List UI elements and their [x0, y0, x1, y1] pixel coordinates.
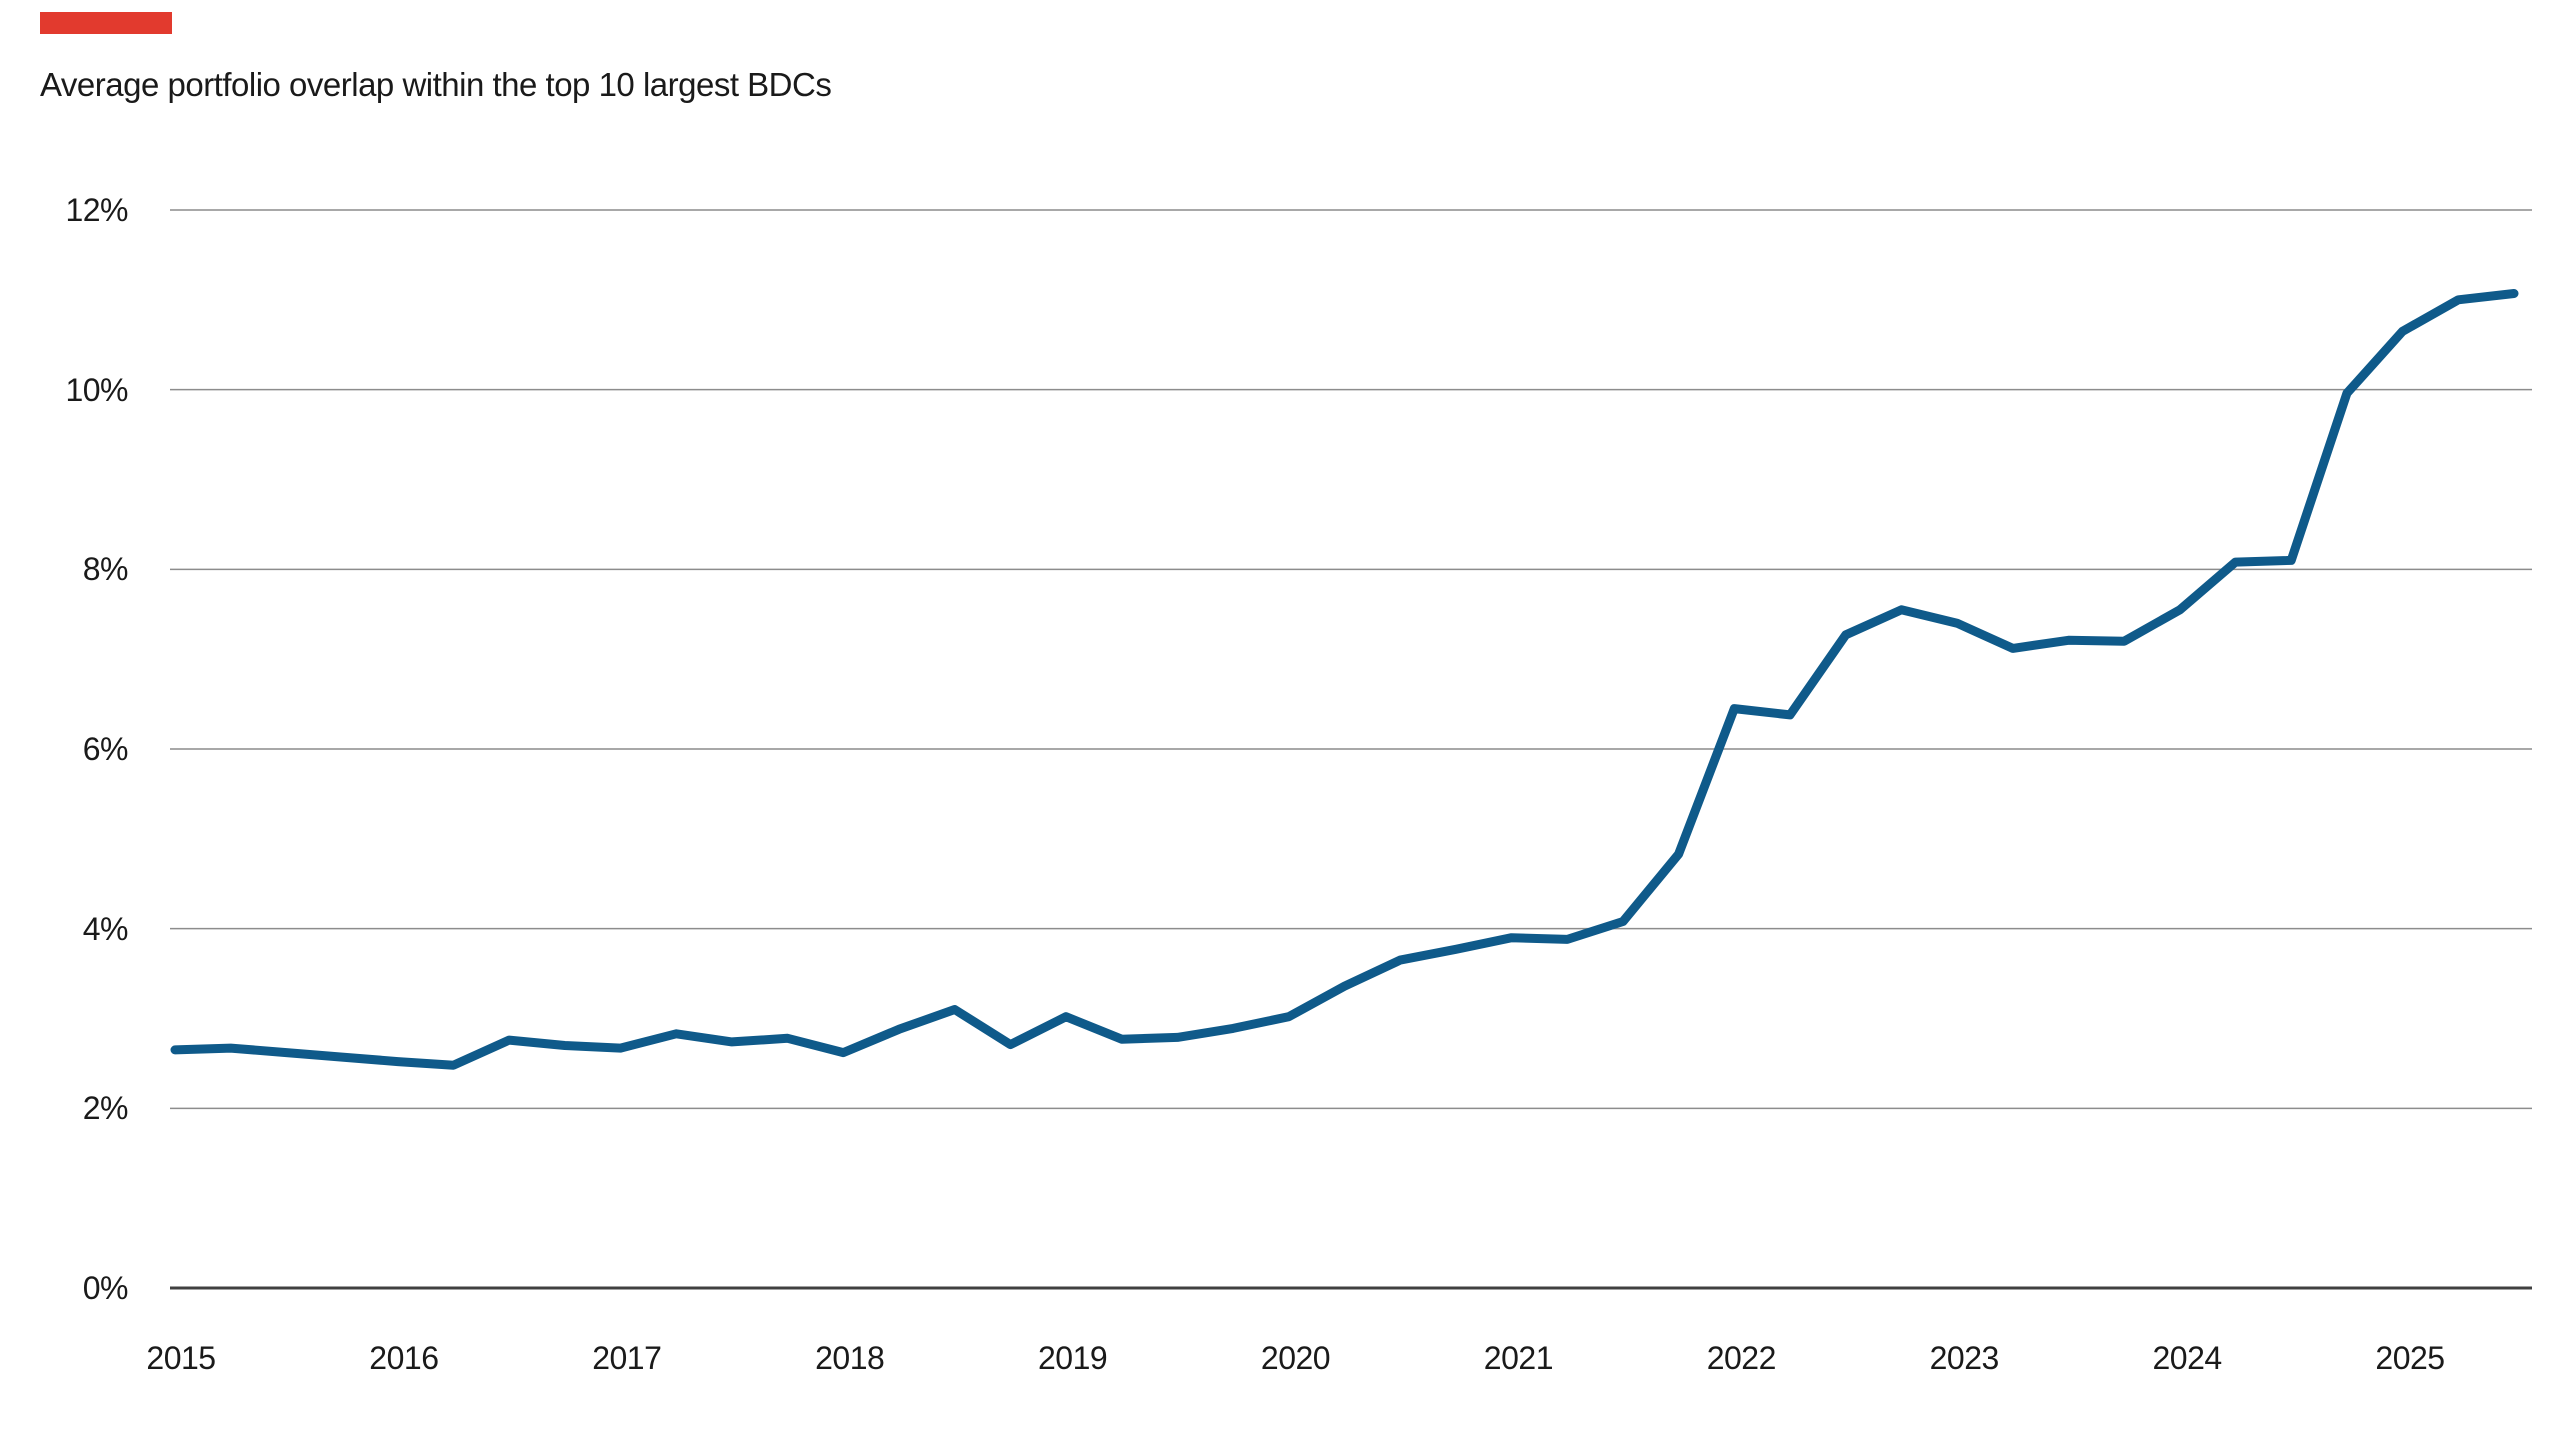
x-tick-label: 2021	[1483, 1340, 1554, 1376]
y-tick-label: 0%	[82, 1270, 129, 1306]
brand-accent-bar	[40, 12, 172, 34]
overlap-line-series	[170, 289, 2519, 1070]
x-tick-label: 2017	[592, 1340, 662, 1376]
x-tick-label: 2018	[815, 1340, 885, 1376]
y-tick-label: 10%	[65, 371, 128, 408]
y-tick-label: 8%	[82, 551, 129, 588]
y-tick-label: 2%	[82, 1090, 129, 1127]
y-tick-label: 6%	[82, 731, 129, 767]
x-tick-label: 2024	[2152, 1340, 2223, 1376]
y-tick-label: 12%	[65, 192, 128, 228]
x-tick-label: 2016	[369, 1340, 439, 1376]
x-tick-label: 2015	[146, 1340, 216, 1376]
x-tick-label: 2022	[1706, 1340, 1777, 1376]
x-tick-label: 2020	[1260, 1340, 1331, 1376]
x-tick-label: 2019	[1038, 1340, 1108, 1376]
x-tick-label: 2025	[2375, 1340, 2445, 1376]
x-tick-label: 2023	[1929, 1340, 2000, 1376]
chart-title: Average portfolio overlap within the top…	[40, 66, 832, 103]
y-tick-label: 4%	[82, 910, 129, 947]
